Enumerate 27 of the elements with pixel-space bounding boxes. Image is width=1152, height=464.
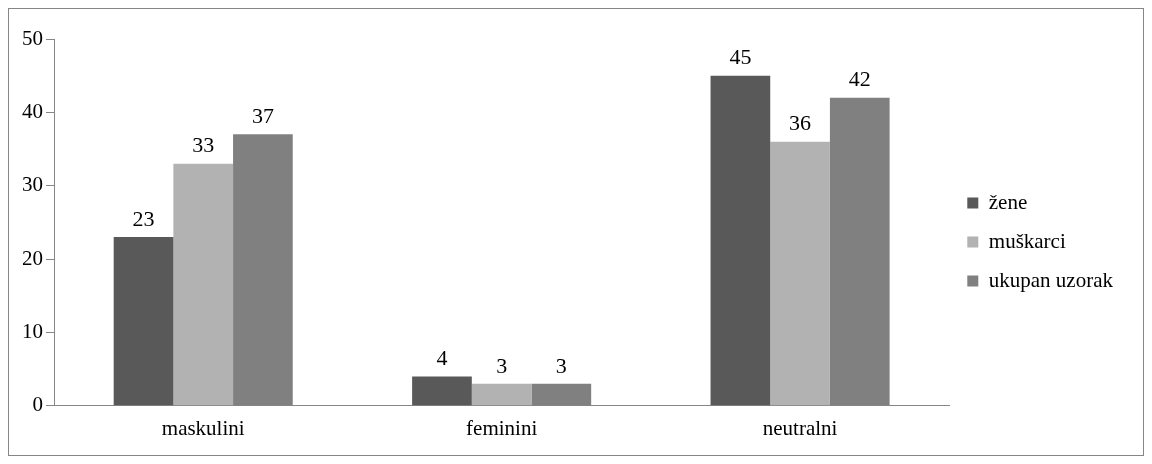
legend-label: muškarci — [988, 228, 1066, 253]
data-label: 36 — [789, 110, 812, 136]
data-label: 3 — [496, 352, 508, 378]
data-label: 37 — [251, 103, 274, 129]
bar — [710, 75, 771, 406]
x-tick-label: feminini — [466, 415, 538, 440]
data-label: 42 — [848, 66, 871, 92]
y-tick-label: 20 — [22, 245, 43, 270]
bar — [412, 376, 472, 406]
data-label: 3 — [555, 352, 567, 378]
bar — [173, 163, 234, 406]
data-label: 23 — [132, 205, 155, 231]
bar — [113, 237, 174, 406]
legend-label: ukupan uzorak — [988, 267, 1114, 292]
y-tick-label: 50 — [22, 25, 43, 50]
data-label: 33 — [192, 132, 215, 158]
y-tick-label: 40 — [22, 98, 43, 123]
data-label: 4 — [436, 345, 448, 371]
y-tick-label: 0 — [32, 392, 43, 417]
legend-label: žene — [988, 189, 1028, 214]
y-tick-label: 30 — [22, 172, 43, 197]
data-label: 45 — [729, 44, 752, 70]
y-tick-label: 10 — [22, 318, 43, 343]
bar — [770, 141, 830, 406]
bar — [471, 383, 532, 406]
x-tick-label: neutralni — [762, 415, 838, 440]
x-tick-label: maskulini — [161, 415, 245, 440]
